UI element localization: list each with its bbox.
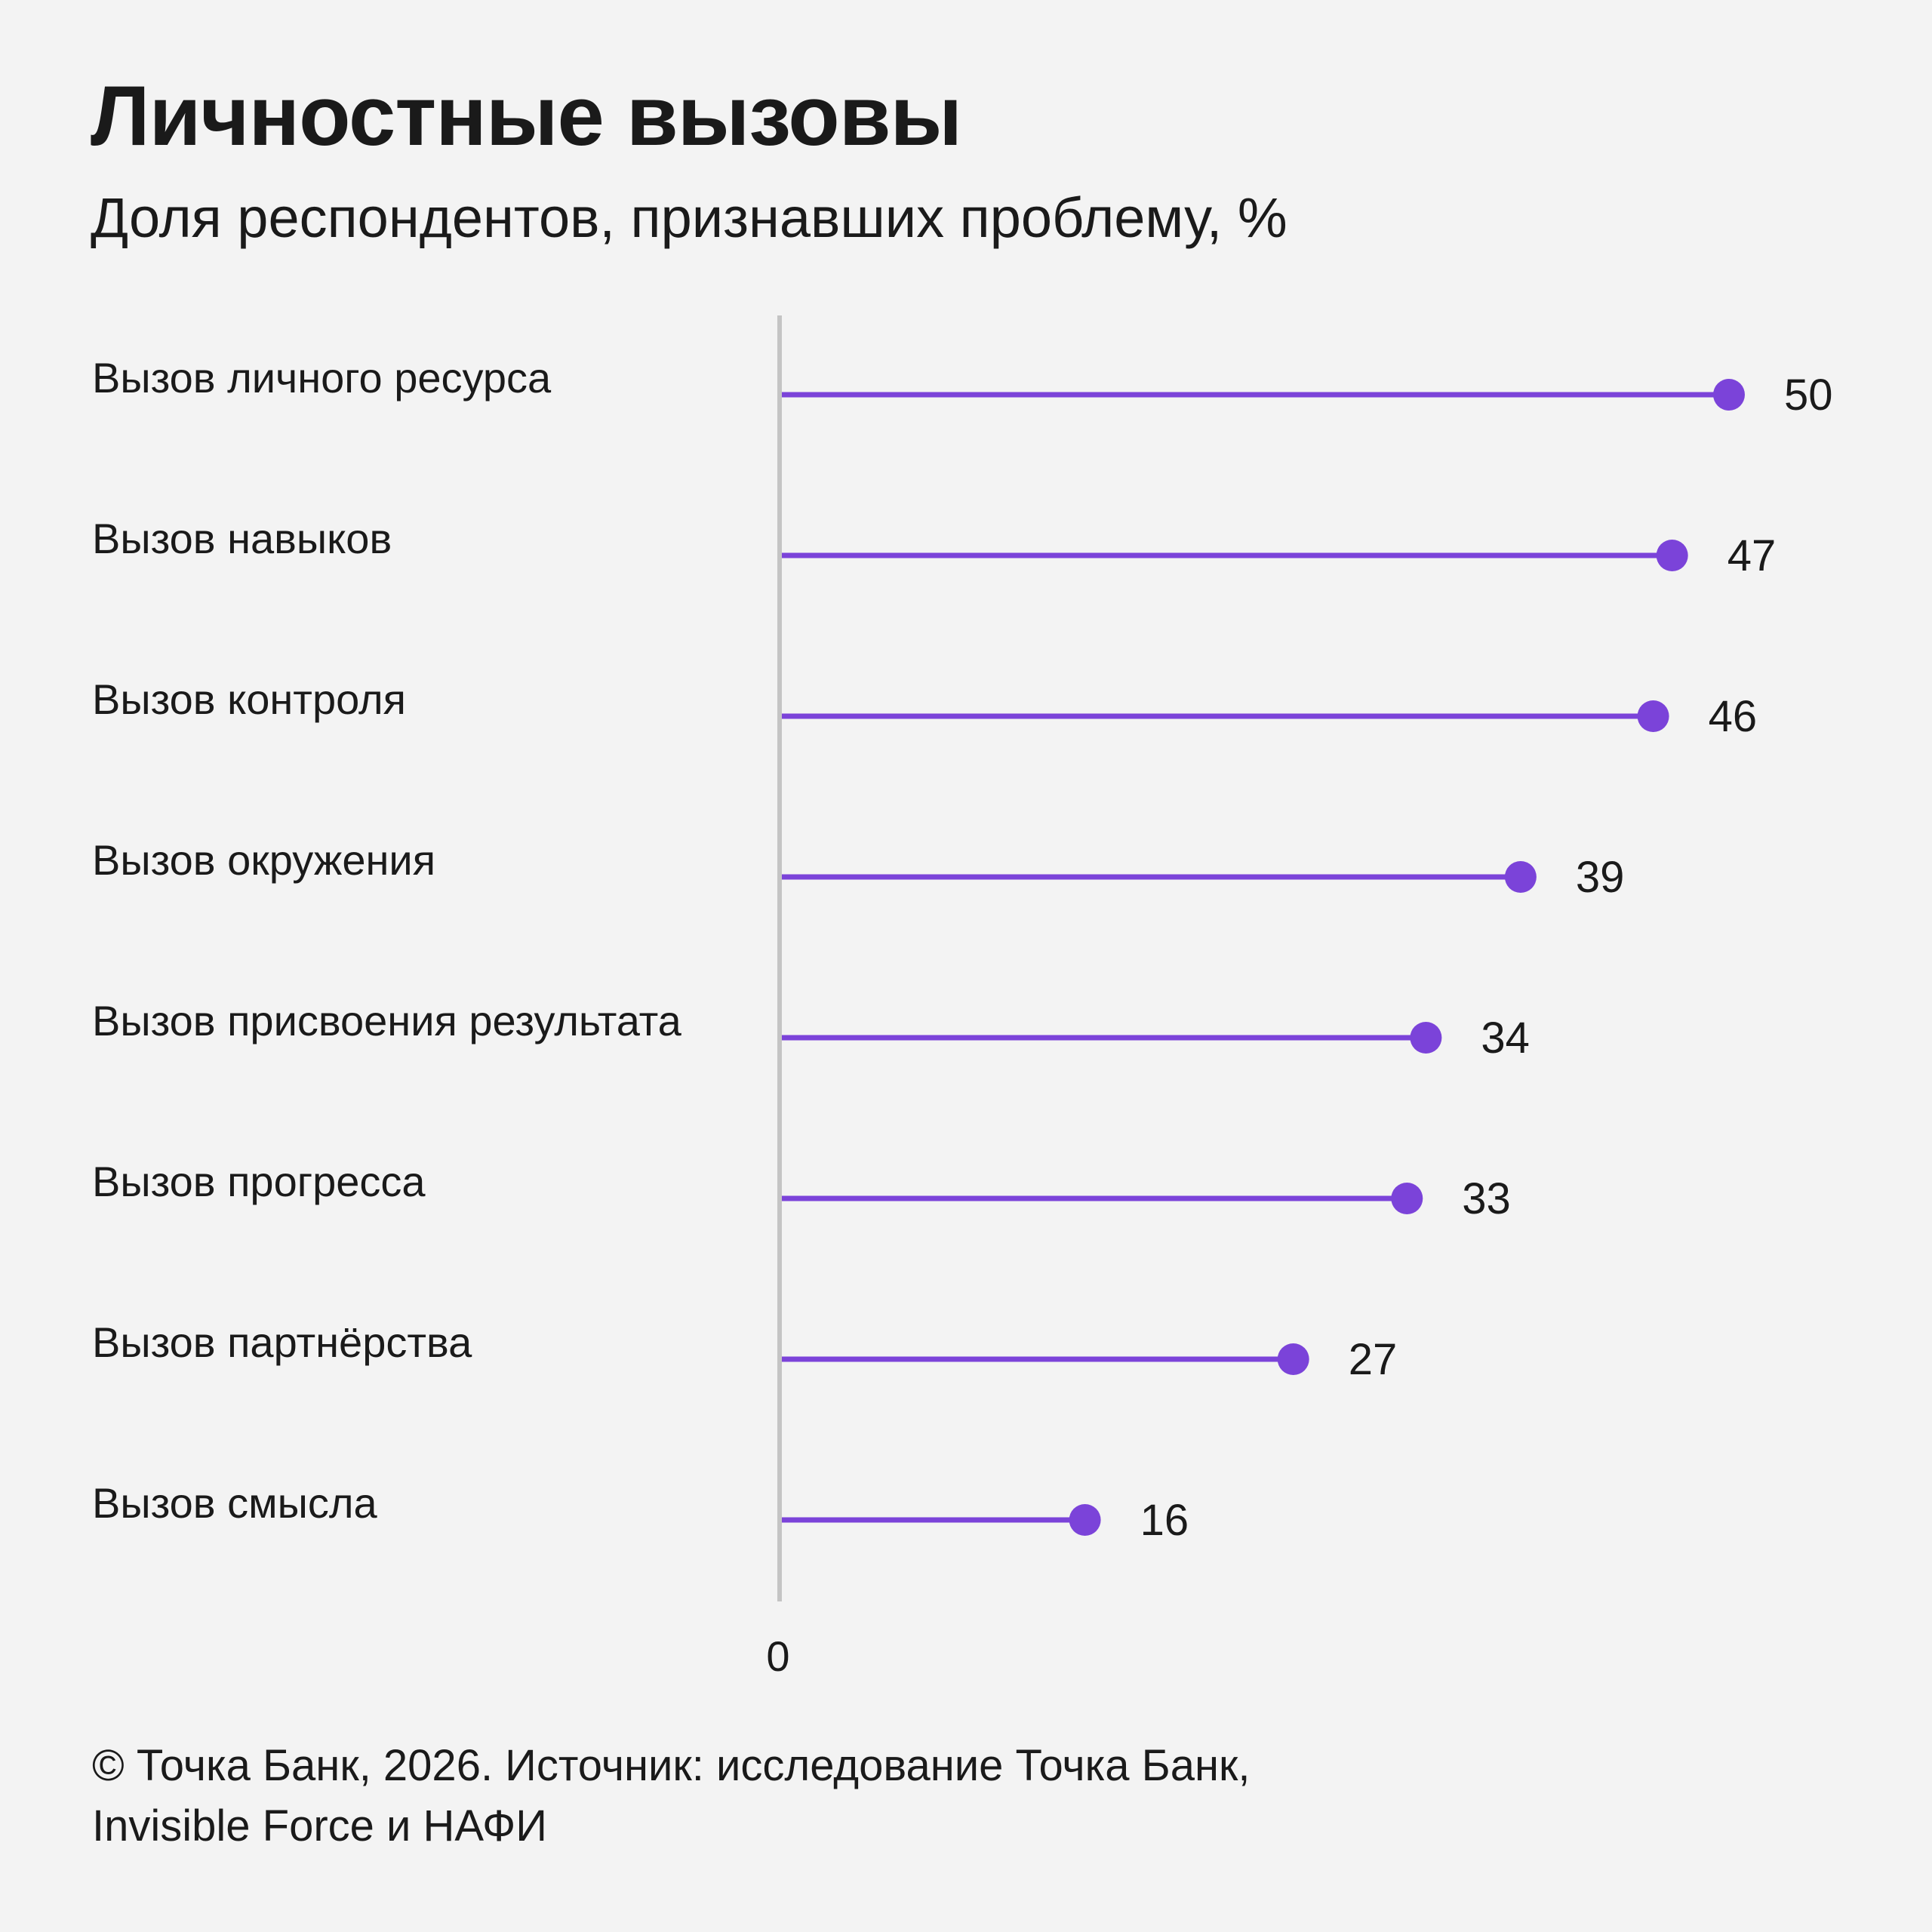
- source-note-line-2: Invisible Force и НАФИ: [92, 1801, 547, 1850]
- category-label: Вызов смысла: [92, 1479, 378, 1527]
- value-label: 33: [1462, 1174, 1511, 1223]
- lollipop-dot: [1713, 379, 1745, 411]
- x-axis-ticks: 0: [766, 1632, 789, 1680]
- chart-row: Вызов присвоения результата 34: [92, 997, 1530, 1063]
- category-label: Вызов партнёрства: [92, 1318, 472, 1366]
- category-label: Вызов прогресса: [92, 1158, 426, 1205]
- value-label: 39: [1576, 853, 1625, 902]
- category-label: Вызов окружения: [92, 836, 435, 884]
- chart-row: Вызов партнёрства 27: [92, 1318, 1397, 1384]
- chart-row: Вызов контроля 46: [92, 675, 1757, 741]
- value-label: 27: [1349, 1335, 1398, 1384]
- category-label: Вызов навыков: [92, 515, 392, 562]
- chart-row: Вызов окружения 39: [92, 836, 1624, 902]
- lollipop-dot: [1656, 540, 1688, 571]
- chart-row: Вызов смысла 16: [92, 1479, 1189, 1545]
- value-label: 16: [1140, 1496, 1189, 1545]
- value-label: 46: [1709, 692, 1758, 741]
- x-tick-label: 0: [766, 1632, 789, 1680]
- chart-row: Вызов навыков 47: [92, 515, 1776, 580]
- lollipop-dot: [1391, 1183, 1423, 1214]
- lollipop-dot: [1504, 861, 1537, 893]
- lollipop-dot: [1277, 1343, 1309, 1375]
- chart-title: Личностные вызовы: [91, 69, 962, 163]
- category-label: Вызов присвоения результата: [92, 997, 682, 1044]
- lollipop-dot: [1637, 700, 1669, 732]
- category-label: Вызов личного ресурса: [92, 354, 552, 401]
- lollipop-dot: [1410, 1022, 1442, 1054]
- chart-subtitle: Доля респондентов, признавших проблему, …: [91, 186, 1287, 249]
- value-label: 34: [1481, 1014, 1530, 1063]
- chart-row: Вызов прогресса 33: [92, 1158, 1511, 1223]
- source-note-line-1: © Точка Банк, 2026. Источник: исследован…: [92, 1741, 1251, 1790]
- value-label: 47: [1727, 531, 1777, 580]
- lollipop-dot: [1069, 1504, 1101, 1536]
- chart-row: Вызов личного ресурса 50: [92, 354, 1833, 420]
- source-note: © Точка Банк, 2026. Источник: исследован…: [92, 1736, 1251, 1857]
- value-label: 50: [1784, 371, 1833, 420]
- category-label: Вызов контроля: [92, 675, 406, 723]
